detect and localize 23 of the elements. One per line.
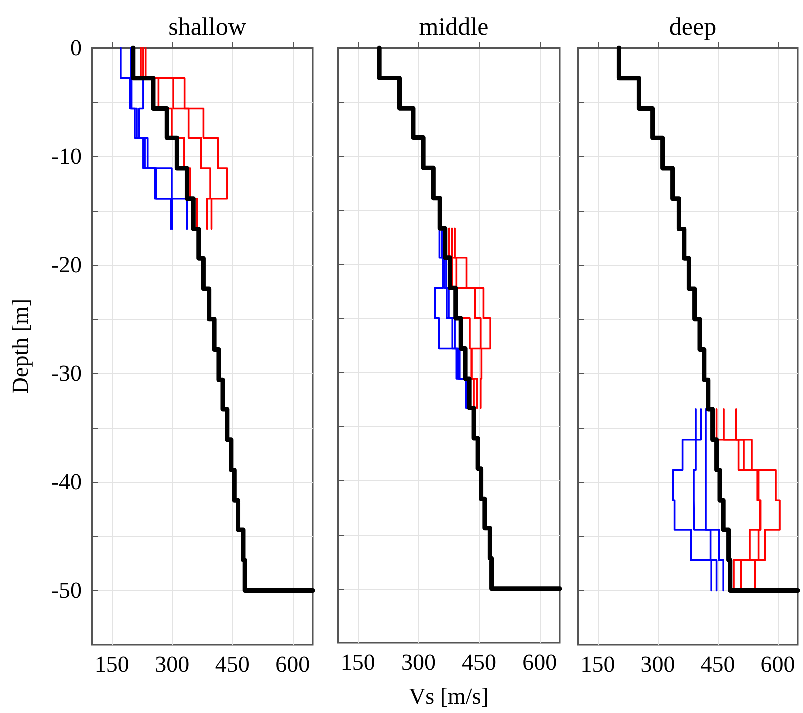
chart-title: shallow (168, 14, 246, 41)
y-tick-label: -10 (51, 144, 82, 170)
x-tick-label: 300 (401, 650, 436, 675)
y-axis-title: Depth [m] (8, 298, 33, 394)
x-tick-label: 150 (340, 650, 376, 675)
x-tick-label: 450 (215, 652, 250, 677)
y-tick-label: 0 (70, 36, 82, 60)
x-tick-label: 600 (522, 650, 558, 675)
x-tick-label: 450 (462, 650, 497, 675)
y-tick-label: -50 (51, 578, 82, 604)
x-tick-label: 600 (760, 652, 796, 677)
x-tick-label: 450 (700, 652, 736, 677)
y-tick-label: -20 (51, 252, 82, 278)
x-axis-title: Vs [m/s] (409, 684, 489, 709)
x-tick-label: 150 (94, 652, 130, 677)
x-tick-label: 150 (580, 652, 616, 677)
x-tick-label: 300 (155, 652, 190, 677)
x-tick-label: 600 (276, 652, 310, 677)
x-tick-label: 300 (640, 652, 676, 677)
y-tick-label: -30 (51, 361, 82, 386)
chart-title: deep (669, 14, 717, 41)
chart-title: middle (419, 14, 489, 41)
y-tick-label: -40 (51, 470, 82, 495)
